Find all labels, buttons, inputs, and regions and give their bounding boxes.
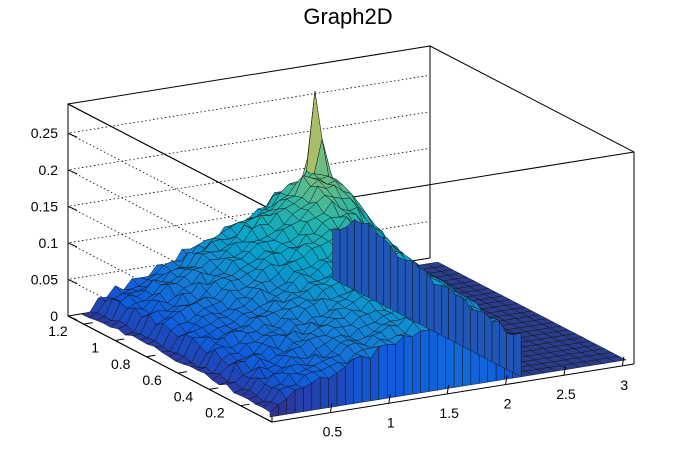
- surface-skirt-front: [361, 355, 371, 403]
- x-tick-label: 1.5: [439, 405, 459, 421]
- box-edge-left-top: [67, 103, 273, 211]
- x-tick-label: 2: [504, 396, 512, 412]
- z-gridline: [66, 74, 431, 240]
- y-tick: [114, 338, 125, 341]
- surface-skirt-right: [448, 288, 457, 344]
- z-tick-label: 0.1: [39, 235, 59, 251]
- surface-skirt-front: [412, 330, 421, 395]
- x-tick: [563, 366, 566, 376]
- surface-skirt-front: [420, 329, 430, 394]
- surface-skirt-front: [319, 377, 329, 410]
- x-tick-label: 2.5: [556, 386, 576, 402]
- z-tick: [67, 169, 78, 175]
- surface-skirt-right: [375, 232, 384, 306]
- tick-labels: 0.5 1 1.5 2 2.5 3 0.2 0.4 0.6 0.8 1 1.20 0.05 0.1 0.15…: [31, 125, 629, 439]
- z-tick: [67, 132, 78, 138]
- surface-skirt-front: [353, 355, 363, 404]
- surface-skirt-right: [441, 285, 449, 340]
- x-axis-line: [271, 363, 635, 423]
- y-tick-label: 0.6: [142, 372, 162, 388]
- surface-skirt-front: [328, 372, 338, 408]
- surface-skirt-right: [339, 226, 348, 287]
- x-tick-label: 0.5: [323, 424, 343, 440]
- surface-skirt-right: [332, 228, 341, 283]
- chart-title: Graph2D: [303, 4, 392, 29]
- surface-skirt-right: [346, 219, 355, 291]
- surface-skirt-right: [455, 294, 464, 347]
- surface-skirt-right: [433, 284, 442, 336]
- y-tick-label: 1.2: [48, 323, 68, 339]
- surface-skirt-front: [336, 366, 346, 407]
- y-tick-label: 0.2: [205, 405, 225, 421]
- x-tick: [621, 356, 625, 366]
- z-tick: [67, 315, 78, 321]
- surface-skirt-right: [404, 259, 413, 321]
- axes: [67, 104, 635, 423]
- z-tick: [67, 278, 78, 284]
- z-tick-label: 0.2: [39, 162, 59, 178]
- y-tick: [83, 322, 93, 325]
- surface-skirt-front: [311, 377, 321, 411]
- surface-skirt-front: [303, 382, 313, 412]
- y-tick: [146, 354, 156, 358]
- surface-skirt-right: [491, 320, 500, 366]
- z-tick: [67, 205, 78, 211]
- surface-skirt-right: [397, 256, 406, 317]
- surface-skirt-right: [513, 332, 522, 378]
- x-tick: [388, 394, 391, 404]
- x-tick-label: 3: [620, 377, 628, 393]
- x-tick: [329, 403, 333, 413]
- z-tick-label: 0.15: [31, 198, 58, 214]
- y-tick-label: 1: [91, 339, 99, 355]
- x-tick: [505, 375, 508, 385]
- surface-skirt-right: [361, 222, 370, 298]
- surface-skirt-right: [419, 268, 428, 329]
- surface-mesh: [81, 90, 627, 418]
- z-tick-label: 0: [50, 308, 58, 324]
- surface-skirt-right: [368, 222, 377, 302]
- surface-skirt-front: [403, 335, 413, 396]
- surface-skirt-right: [506, 333, 515, 374]
- surface-skirt-right: [383, 237, 391, 310]
- surface-skirt-right: [390, 245, 399, 314]
- surface-skirt-front: [378, 344, 388, 400]
- y-axis-line: [67, 315, 273, 423]
- x-tick: [446, 384, 450, 395]
- z-gridline: [66, 111, 431, 277]
- surface-skirt-front: [395, 335, 405, 398]
- surface-skirt-front: [294, 387, 304, 414]
- z-tick: [67, 242, 78, 248]
- surface-skirt-right: [477, 310, 486, 359]
- y-tick-label: 0.4: [174, 388, 194, 404]
- y-tick: [240, 403, 250, 407]
- y-tick: [209, 387, 219, 390]
- z-tick-label: 0.25: [31, 125, 58, 141]
- y-tick: [177, 371, 187, 374]
- z-tick-label: 0.05: [31, 271, 58, 287]
- x-tick-label: 1: [387, 414, 395, 430]
- surface-skirt-right: [470, 308, 478, 355]
- y-tick-label: 0.8: [111, 356, 131, 372]
- surface-skirt-right: [412, 260, 420, 325]
- surface-skirt-right: [354, 219, 362, 295]
- surface-skirt-front: [345, 358, 354, 406]
- surface-skirt-front: [386, 344, 396, 399]
- surface-skirt-front: [269, 404, 279, 418]
- surface-skirt-right: [484, 312, 493, 362]
